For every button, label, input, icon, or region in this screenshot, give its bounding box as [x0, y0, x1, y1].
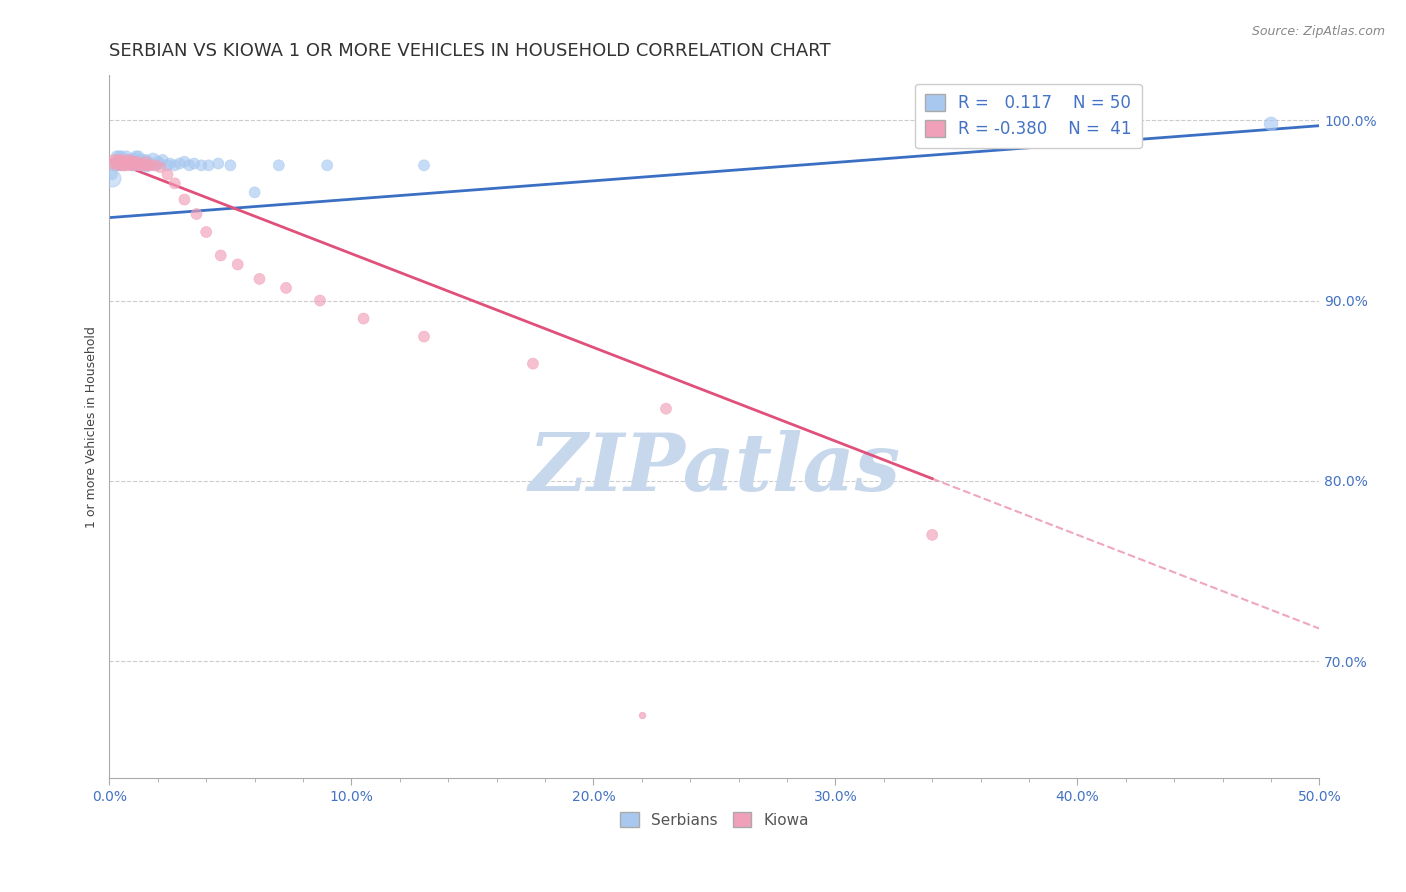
Point	[207, 156, 229, 170]
Point	[105, 154, 128, 169]
Point	[249, 272, 271, 286]
Point	[149, 156, 172, 170]
Point	[110, 153, 132, 167]
Point	[101, 156, 124, 170]
Point	[129, 158, 152, 172]
Point	[108, 149, 131, 163]
Point	[145, 158, 167, 172]
Point	[353, 311, 375, 326]
Point	[139, 158, 162, 172]
Point	[112, 158, 135, 172]
Point	[136, 154, 159, 169]
Point	[105, 149, 128, 163]
Point	[103, 158, 125, 172]
Point	[142, 153, 165, 167]
Point	[309, 293, 332, 308]
Point	[112, 158, 135, 172]
Point	[120, 158, 142, 172]
Point	[122, 158, 145, 172]
Point	[129, 153, 152, 167]
Point	[413, 158, 436, 172]
Point	[115, 158, 138, 172]
Point	[149, 160, 172, 174]
Point	[132, 158, 155, 172]
Point	[146, 154, 169, 169]
Point	[316, 158, 339, 172]
Point	[173, 193, 195, 207]
Point	[101, 167, 124, 181]
Point	[103, 153, 125, 167]
Text: SERBIAN VS KIOWA 1 OR MORE VEHICLES IN HOUSEHOLD CORRELATION CHART: SERBIAN VS KIOWA 1 OR MORE VEHICLES IN H…	[110, 42, 831, 60]
Point	[118, 153, 141, 167]
Point	[105, 158, 128, 172]
Point	[163, 177, 186, 191]
Point	[413, 329, 436, 343]
Point	[139, 156, 162, 170]
Point	[159, 156, 181, 170]
Point	[118, 156, 141, 170]
Point	[190, 158, 212, 172]
Point	[921, 528, 943, 542]
Text: Source: ZipAtlas.com: Source: ZipAtlas.com	[1251, 25, 1385, 38]
Point	[183, 156, 205, 170]
Point	[135, 153, 157, 167]
Point	[118, 153, 141, 167]
Point	[136, 158, 159, 172]
Point	[101, 170, 124, 185]
Point	[156, 167, 179, 181]
Point	[127, 158, 149, 172]
Point	[630, 708, 652, 723]
Point	[152, 153, 174, 167]
Point	[156, 158, 179, 172]
Point	[179, 158, 201, 172]
Point	[132, 154, 155, 169]
Point	[163, 158, 186, 172]
Point	[105, 158, 128, 172]
Point	[522, 357, 544, 371]
Point	[125, 154, 148, 169]
Point	[219, 158, 242, 172]
Point	[115, 149, 138, 163]
Point	[195, 225, 218, 239]
Point	[108, 158, 131, 172]
Point	[226, 258, 249, 272]
Point	[110, 149, 132, 163]
Point	[1260, 117, 1282, 131]
Point	[122, 153, 145, 167]
Point	[173, 154, 195, 169]
Point	[209, 248, 232, 262]
Point	[125, 149, 148, 163]
Text: ZIPatlas: ZIPatlas	[529, 430, 900, 508]
Point	[274, 281, 297, 295]
Legend: Serbians, Kiowa: Serbians, Kiowa	[614, 805, 815, 834]
Point	[122, 156, 145, 170]
Point	[110, 158, 132, 172]
Point	[110, 158, 132, 172]
Point	[135, 156, 157, 170]
Point	[127, 153, 149, 167]
Point	[169, 156, 191, 170]
Point	[135, 158, 157, 172]
Point	[115, 153, 138, 167]
Point	[197, 158, 219, 172]
Point	[115, 154, 138, 169]
Point	[108, 156, 131, 170]
Point	[112, 154, 135, 169]
Point	[243, 186, 266, 200]
Point	[120, 153, 142, 167]
Point	[108, 153, 131, 167]
Point	[125, 153, 148, 167]
Point	[655, 401, 678, 416]
Point	[120, 158, 142, 172]
Point	[127, 149, 149, 163]
Point	[145, 158, 167, 172]
Y-axis label: 1 or more Vehicles in Household: 1 or more Vehicles in Household	[86, 326, 98, 528]
Point	[267, 158, 290, 172]
Point	[118, 156, 141, 170]
Point	[129, 156, 152, 170]
Point	[120, 154, 142, 169]
Point	[112, 153, 135, 167]
Point	[186, 207, 208, 221]
